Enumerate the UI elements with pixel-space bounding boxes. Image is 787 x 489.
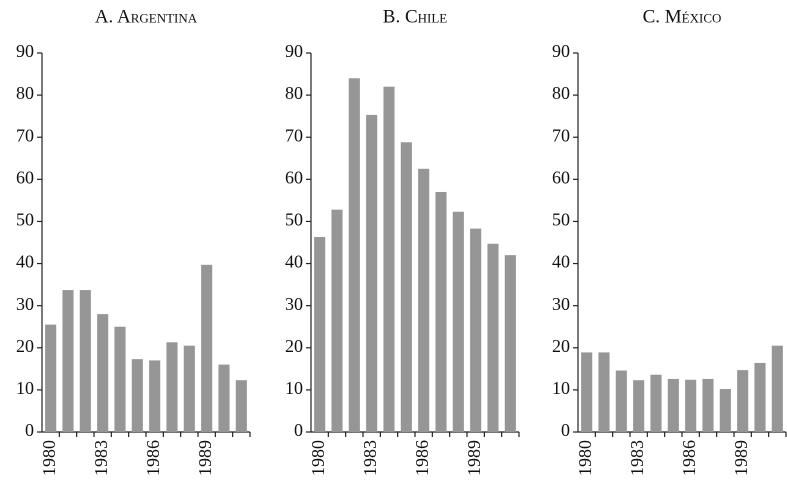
- bar: [218, 364, 230, 432]
- y-tick-label: 80: [285, 83, 303, 103]
- x-tick-label: 1989: [464, 440, 484, 476]
- y-tick-label: 60: [16, 167, 34, 187]
- y-tick-label: 70: [285, 125, 303, 145]
- bar: [435, 191, 447, 432]
- x-tick-label: 1986: [143, 440, 163, 476]
- bar: [504, 255, 516, 432]
- bar: [470, 228, 482, 432]
- bar: [754, 362, 766, 432]
- x-tick-label: 1989: [195, 440, 215, 476]
- y-tick-label: 70: [16, 125, 34, 145]
- y-tick-label: 60: [285, 167, 303, 187]
- x-tick-label: 1983: [91, 440, 111, 476]
- y-tick-label: 10: [285, 378, 303, 398]
- y-tick-label: 80: [552, 83, 570, 103]
- x-tick-label: 1980: [575, 440, 595, 476]
- bar: [418, 168, 430, 433]
- bar: [771, 345, 783, 432]
- bar: [149, 360, 161, 432]
- y-tick-label: 50: [285, 210, 303, 230]
- x-tick-label: 1980: [39, 440, 59, 476]
- bar: [183, 345, 195, 432]
- bar: [62, 290, 74, 432]
- y-tick-label: 40: [552, 252, 570, 272]
- y-tick-label: 40: [285, 252, 303, 272]
- bar: [331, 209, 343, 432]
- bar: [581, 352, 593, 432]
- y-tick-label: 30: [285, 294, 303, 314]
- bar: [615, 370, 627, 432]
- y-tick-label: 40: [16, 252, 34, 272]
- y-tick-label: 50: [552, 210, 570, 230]
- y-tick-label: 0: [25, 420, 34, 440]
- y-tick-label: 90: [16, 41, 34, 61]
- y-tick-label: 30: [552, 294, 570, 314]
- chart-title: A. Argentina: [95, 6, 198, 27]
- bar: [685, 379, 697, 432]
- chart-title: B. Chile: [383, 6, 448, 27]
- bar: [667, 378, 679, 432]
- y-tick-label: 10: [552, 378, 570, 398]
- y-tick-label: 50: [16, 210, 34, 230]
- y-tick-label: 30: [16, 294, 34, 314]
- bar: [314, 237, 326, 432]
- bar: [452, 211, 464, 432]
- bar: [79, 290, 91, 432]
- bar: [737, 370, 749, 432]
- y-tick-label: 90: [552, 41, 570, 61]
- bar: [235, 380, 247, 432]
- x-tick-label: 1983: [360, 440, 380, 476]
- y-tick-label: 70: [552, 125, 570, 145]
- bar: [719, 389, 731, 432]
- x-tick-label: 1989: [731, 440, 751, 476]
- bar: [598, 352, 610, 432]
- x-tick-label: 1986: [679, 440, 699, 476]
- bar: [487, 243, 499, 432]
- bar: [201, 264, 213, 432]
- y-tick-label: 0: [294, 420, 303, 440]
- bar: [383, 86, 395, 432]
- bar: [633, 380, 645, 432]
- y-tick-label: 20: [16, 336, 34, 356]
- bar: [348, 78, 360, 433]
- bar: [114, 326, 126, 432]
- y-tick-label: 90: [285, 41, 303, 61]
- bar: [97, 314, 109, 432]
- bar: [650, 374, 662, 432]
- y-tick-label: 20: [552, 336, 570, 356]
- x-tick-label: 1980: [308, 440, 328, 476]
- chart-title: C. México: [643, 6, 722, 27]
- y-tick-label: 60: [552, 167, 570, 187]
- bar: [45, 324, 57, 432]
- x-tick-label: 1983: [627, 440, 647, 476]
- bar: [366, 114, 378, 433]
- y-tick-label: 80: [16, 83, 34, 103]
- bar: [166, 342, 178, 432]
- bar: [400, 142, 412, 432]
- y-tick-label: 0: [561, 420, 570, 440]
- y-tick-label: 10: [16, 378, 34, 398]
- bar: [702, 378, 714, 432]
- y-tick-label: 20: [285, 336, 303, 356]
- x-tick-label: 1986: [412, 440, 432, 476]
- bar: [131, 359, 143, 432]
